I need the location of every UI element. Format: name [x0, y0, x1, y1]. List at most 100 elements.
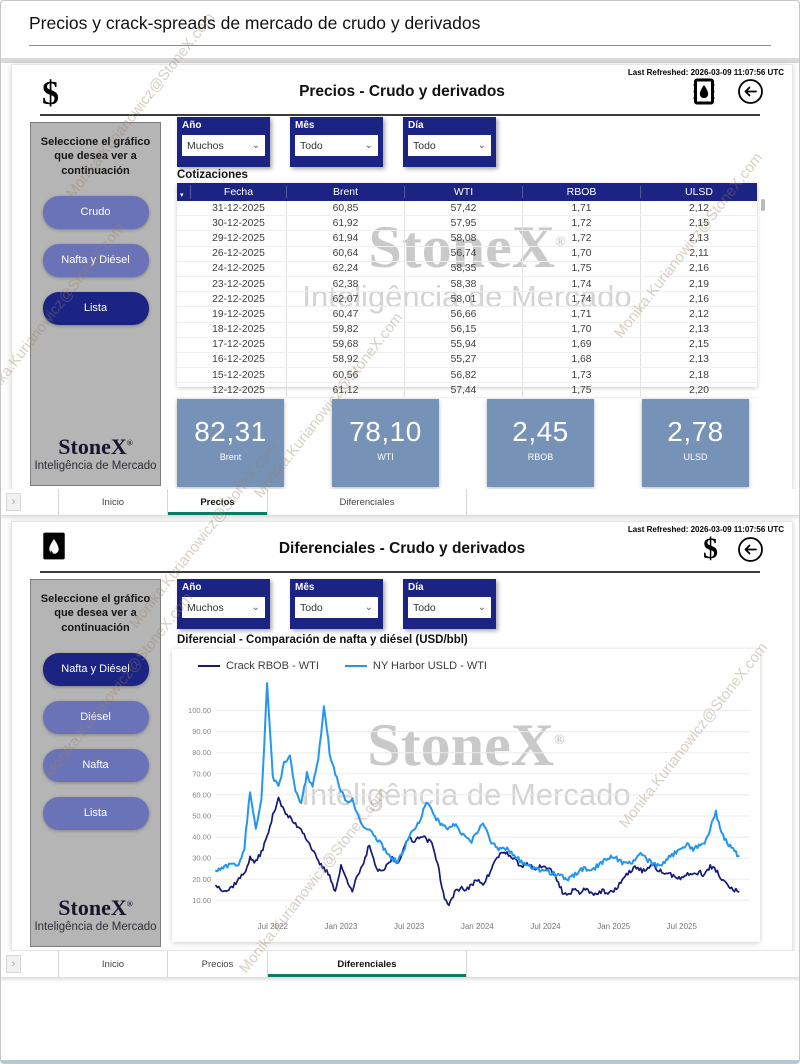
- row-expand-cell: [177, 216, 191, 230]
- filter-dropdown[interactable]: Todo ⌄: [295, 135, 378, 156]
- sidebar-prompt: Seleccione el gráfico que desea ver a co…: [40, 136, 151, 177]
- dollar-icon[interactable]: $: [42, 75, 59, 112]
- legend-label: Crack RBOB - WTI: [226, 660, 319, 672]
- filter-value: Todo: [413, 139, 436, 152]
- table-cell: 62,38: [287, 276, 405, 292]
- tab-precios[interactable]: Precios: [168, 489, 268, 515]
- table-cell: 2,12: [688, 202, 710, 214]
- kpi-label: ULSD: [683, 452, 708, 462]
- filter-value: Todo: [413, 601, 436, 614]
- dollar-icon-right[interactable]: $: [703, 532, 718, 565]
- tab-inicio[interactable]: Inicio: [58, 951, 168, 977]
- sidebar-button[interactable]: Lista: [42, 291, 149, 325]
- sidebar-button[interactable]: Crudo: [42, 195, 149, 229]
- filter-dropdown[interactable]: Muchos ⌄: [182, 135, 265, 156]
- chart-plot-area[interactable]: 10.00 20.00 30.00 40.00 50.00 60.00 70.00 80.00…: [172, 677, 760, 939]
- cotizaciones-table[interactable]: StoneX® Inteligência de Mercado ▾ Fecha Br…: [177, 183, 765, 399]
- sidebar-button[interactable]: Nafta y Diésel: [42, 652, 149, 686]
- table-cell: 58,38: [405, 276, 523, 292]
- table-row[interactable]: 31-12-2025 60,85 57,42 1,71 2,12: [177, 201, 757, 217]
- table-cell: 55,94: [405, 337, 523, 352]
- table-row[interactable]: 19-12-2025 60,47 56,66 1,71 2,12: [177, 307, 757, 323]
- table-header-row[interactable]: ▾ Fecha Brent WTI RBOB ULSD: [177, 183, 757, 201]
- oil-barrel-icon[interactable]: [690, 77, 718, 105]
- row-expand-cell: [177, 383, 191, 397]
- table-row[interactable]: 17-12-2025 59,68 55,94 1,69 2,15: [177, 337, 757, 353]
- kpi-value: 2,78: [667, 416, 724, 447]
- sidebar-precios: Seleccione el gráfico que desea ver a co…: [30, 122, 161, 486]
- svg-text:Jul 2025: Jul 2025: [667, 922, 698, 931]
- svg-text:60.00: 60.00: [192, 790, 211, 799]
- tab-list: Inicio Precios Diferenciales: [58, 951, 467, 977]
- table-cell: 57,44: [405, 383, 523, 398]
- table-row[interactable]: 26-12-2025 60,64 56,74 1,70 2,11: [177, 246, 757, 262]
- legend-item[interactable]: NY Harbor USLD - WTI: [344, 660, 487, 672]
- table-cell: 2,12: [688, 308, 710, 320]
- svg-text:70.00: 70.00: [192, 769, 211, 778]
- sidebar-button[interactable]: Nafta: [42, 748, 149, 782]
- tabbar-chevron-icon[interactable]: ›: [6, 955, 21, 973]
- differentials-chart[interactable]: StoneX® Inteligência de Mercado Crack RB…: [172, 649, 760, 942]
- table-cell: 61,92: [287, 216, 405, 231]
- filter-value: Todo: [300, 601, 323, 614]
- table-cell: 19-12-2025: [191, 307, 287, 322]
- table-row[interactable]: 15-12-2025 60,56 56,82 1,73 2,18: [177, 368, 757, 384]
- table-row[interactable]: 23-12-2025 62,38 58,38 1,74 2,19: [177, 276, 757, 293]
- table-cell: 60,85: [287, 201, 405, 216]
- table-cell: 59,68: [287, 337, 405, 352]
- svg-text:100.00: 100.00: [188, 706, 211, 715]
- page-tabbar-top: › Inicio Precios Diferenciales: [1, 489, 799, 516]
- table-row[interactable]: 29-12-2025 61,94 58,08 1,72 2,13: [177, 231, 757, 247]
- column-header[interactable]: Brent: [287, 186, 405, 198]
- tab-diferenciales[interactable]: Diferenciales: [268, 951, 467, 977]
- back-arrow-icon[interactable]: [736, 77, 764, 105]
- table-cell: 2,11: [689, 248, 709, 260]
- tab-precios[interactable]: Precios: [168, 951, 268, 977]
- table-cell: 60,64: [287, 246, 405, 261]
- svg-text:Jan 2025: Jan 2025: [597, 922, 630, 931]
- table-cell: 2,13: [688, 354, 710, 366]
- kpi-value: 2,45: [512, 416, 569, 447]
- filter-value: Muchos: [187, 601, 224, 614]
- oil-barrel-icon-solid[interactable]: [40, 532, 68, 560]
- panel-precios: Last Refreshed: 2026-03-09 11:07:56 UTC …: [11, 64, 793, 490]
- svg-text:Jul 2024: Jul 2024: [530, 922, 561, 931]
- table-sort-cell[interactable]: ▾: [177, 185, 191, 199]
- column-header[interactable]: RBOB: [523, 186, 641, 198]
- table-cell: 1,74: [523, 292, 641, 307]
- column-header[interactable]: Fecha: [191, 186, 287, 198]
- tab-diferenciales[interactable]: Diferenciales: [268, 489, 467, 515]
- tabbar-chevron-icon[interactable]: ›: [6, 493, 21, 511]
- filter-dropdown[interactable]: Muchos ⌄: [182, 597, 265, 618]
- back-arrow-icon[interactable]: [736, 535, 764, 563]
- svg-text:Jan 2023: Jan 2023: [325, 922, 358, 931]
- chevron-down-icon: ⌄: [477, 139, 486, 151]
- sidebar-button[interactable]: Nafta y Diésel: [42, 243, 149, 277]
- sidebar-button[interactable]: Lista: [42, 796, 149, 830]
- column-header[interactable]: WTI: [405, 186, 523, 198]
- table-row[interactable]: 16-12-2025 58,92 55,27 1,68 2,13: [177, 352, 757, 369]
- tab-inicio[interactable]: Inicio: [58, 489, 168, 515]
- kpi-value: 82,31: [194, 416, 267, 447]
- filter-dropdown[interactable]: Todo ⌄: [295, 597, 378, 618]
- table-row[interactable]: 30-12-2025 61,92 57,95 1,72 2,15: [177, 216, 757, 232]
- table-row[interactable]: 12-12-2025 61,12 57,44 1,75 2,20: [177, 383, 757, 399]
- table-cell: 2,16: [688, 263, 710, 275]
- column-header[interactable]: ULSD: [684, 186, 713, 198]
- chevron-down-icon: ⌄: [364, 139, 373, 151]
- legend-item[interactable]: Crack RBOB - WTI: [198, 660, 319, 672]
- filter-dropdown[interactable]: Todo ⌄: [408, 135, 491, 156]
- sidebar-button[interactable]: Diésel: [42, 700, 149, 734]
- table-cell: 58,92: [287, 352, 405, 368]
- table-scrollbar[interactable]: [761, 199, 765, 211]
- table-row[interactable]: 18-12-2025 59,82 56,15 1,70 2,13: [177, 322, 757, 338]
- row-expand-cell: [177, 368, 191, 382]
- table-cell: 62,24: [287, 261, 405, 276]
- table-row[interactable]: 24-12-2025 62,24 58,35 1,75 2,16: [177, 261, 757, 277]
- table-cell: 2,20: [688, 384, 710, 396]
- table-cell: 56,82: [405, 368, 523, 383]
- table-row[interactable]: 22-12-2025 62,07 58,01 1,74 2,16: [177, 292, 757, 308]
- svg-text:80.00: 80.00: [192, 748, 211, 757]
- filter-dropdown[interactable]: Todo ⌄: [408, 597, 491, 618]
- kpi-card-wti: 78,10 WTI: [332, 399, 439, 487]
